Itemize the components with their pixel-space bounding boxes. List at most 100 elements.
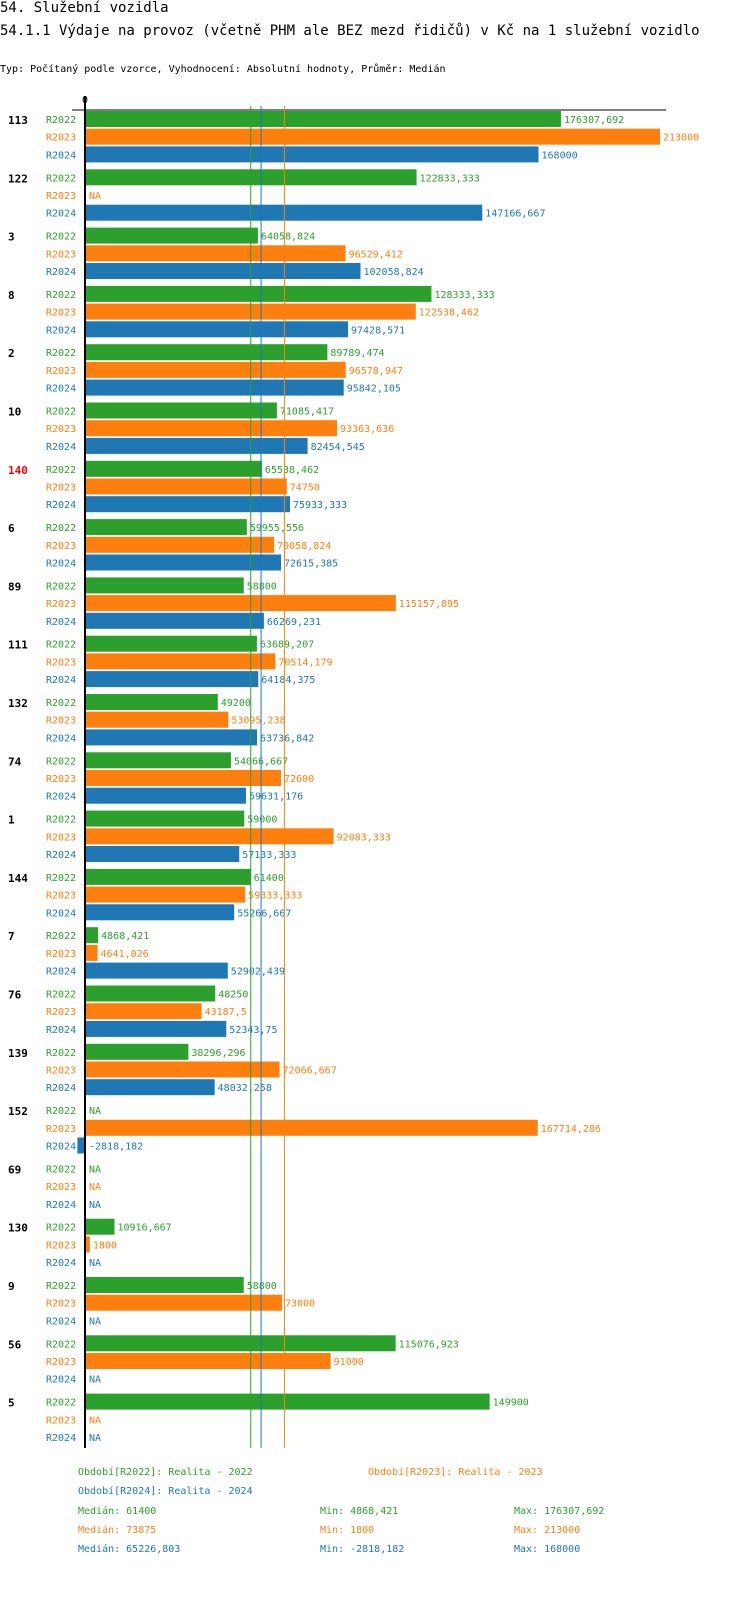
series-label: R2024 [46, 442, 76, 453]
bar-value-label: 64184,375 [261, 675, 315, 686]
category-label: 140 [8, 464, 28, 477]
bar [85, 962, 228, 979]
bar-value-label: 74750 [290, 483, 320, 494]
series-label: R2023 [46, 1182, 76, 1193]
bar-value-label: NA [89, 1182, 101, 1193]
category-label: 139 [8, 1047, 28, 1060]
bar [85, 828, 334, 845]
series-label: R2023 [46, 133, 76, 144]
bar [85, 496, 290, 513]
category-label: 56 [8, 1338, 22, 1351]
series-label: R2023 [46, 483, 76, 494]
bar-value-label: NA [89, 1164, 101, 1175]
bar [85, 111, 561, 127]
series-label: R2022 [46, 290, 76, 301]
series-label: R2023 [46, 366, 76, 377]
series-label: R2022 [46, 173, 76, 184]
series-label: R2022 [46, 115, 76, 126]
bar [85, 787, 246, 804]
bar [85, 402, 277, 419]
type-description: Typ: Počítaný podle vzorce, Vyhodnocení:… [0, 64, 446, 75]
series-label: R2022 [46, 756, 76, 767]
bar-value-label: 115076,923 [399, 1339, 459, 1350]
series-label: R2024 [46, 792, 76, 803]
bar-value-label: 65538,462 [265, 465, 319, 476]
bar [85, 478, 287, 495]
series-label: R2023 [46, 308, 76, 319]
bar [85, 519, 247, 536]
category-label: 5 [8, 1397, 15, 1410]
series-label: R2024 [46, 384, 76, 395]
category-label: 132 [8, 697, 28, 710]
series-label: R2024 [46, 1200, 76, 1211]
series-label: R2023 [46, 1357, 76, 1368]
bar [85, 1119, 538, 1136]
bar-value-label: 72066,667 [283, 1066, 337, 1077]
bar-value-label: 96578,947 [349, 366, 403, 377]
bar [85, 285, 432, 302]
series-label: R2023 [46, 541, 76, 552]
bar-chart: 0113R2022176307,692R2023213000R202416800… [8, 95, 699, 1448]
stat-max-r2023: Max: 213000 [514, 1525, 581, 1536]
category-label: 113 [8, 114, 28, 127]
series-label: R2022 [46, 232, 76, 243]
bar [85, 886, 246, 903]
bar-value-label: NA [89, 1258, 101, 1269]
series-label: R2024 [46, 1433, 76, 1444]
stat-median-r2023: Medián: 73875 [78, 1525, 157, 1536]
category-label: 152 [8, 1105, 28, 1118]
series-label: R2024 [46, 733, 76, 744]
stat-min-r2022: Min: 4868,421 [320, 1506, 399, 1517]
bar-value-label: 59631,176 [249, 792, 303, 803]
bar-value-label: 95842,105 [347, 384, 401, 395]
bar-value-label: NA [89, 1415, 101, 1426]
bar-value-label: 59955,556 [250, 523, 304, 534]
category-label: 76 [8, 989, 22, 1002]
series-label: R2022 [46, 1106, 76, 1117]
bar [85, 536, 275, 553]
series-label: R2022 [46, 581, 76, 592]
bar-value-label: 43187,5 [205, 1007, 247, 1018]
bar-value-label: 75933,333 [293, 500, 347, 511]
series-label: R2024 [46, 500, 76, 511]
bar [85, 204, 483, 221]
bar [85, 1294, 283, 1311]
series-label: R2024 [46, 850, 76, 861]
series-label: R2023 [46, 832, 76, 843]
bar [85, 927, 99, 944]
series-label: R2022 [46, 1398, 76, 1409]
bar-value-label: 73000 [285, 1299, 315, 1310]
legend-r2024: Období[R2024]: Realita - 2024 [78, 1486, 253, 1497]
bar-value-label: 52902,439 [231, 967, 285, 978]
bar [85, 904, 235, 921]
bar [85, 344, 328, 361]
series-label: R2023 [46, 949, 76, 960]
bar-value-label: 147166,667 [485, 209, 545, 220]
bar-value-label: 96529,412 [349, 249, 403, 260]
category-label: 7 [8, 930, 15, 943]
bar-value-label: NA [89, 1433, 101, 1444]
bar-value-label: 167714,286 [541, 1124, 601, 1135]
bar-value-label: NA [89, 191, 101, 202]
bar [85, 577, 244, 594]
stat-median-r2022: Medián: 61400 [78, 1506, 157, 1517]
bar-value-label: 59000 [247, 815, 277, 826]
bar-value-label: 89789,474 [330, 348, 384, 359]
series-label: R2023 [46, 657, 76, 668]
series-label: R2022 [46, 465, 76, 476]
bar-value-label: 176307,692 [564, 115, 624, 126]
bar-value-label: 61400 [254, 873, 284, 884]
series-label: R2023 [46, 599, 76, 610]
bar-value-label: 122538,462 [419, 308, 479, 319]
series-label: R2024 [46, 325, 76, 336]
bar-value-label: 82454,545 [311, 442, 365, 453]
bar [85, 146, 539, 163]
series-label: R2023 [46, 716, 76, 727]
series-label: R2022 [46, 1048, 76, 1059]
stat-max-r2024: Max: 168000 [514, 1544, 581, 1555]
bar [85, 1061, 280, 1078]
series-label: R2024 [46, 1025, 76, 1036]
stat-max-r2022: Max: 176307,692 [514, 1506, 605, 1517]
series-label: R2024 [46, 908, 76, 919]
bar-value-label: 70058,824 [277, 541, 331, 552]
